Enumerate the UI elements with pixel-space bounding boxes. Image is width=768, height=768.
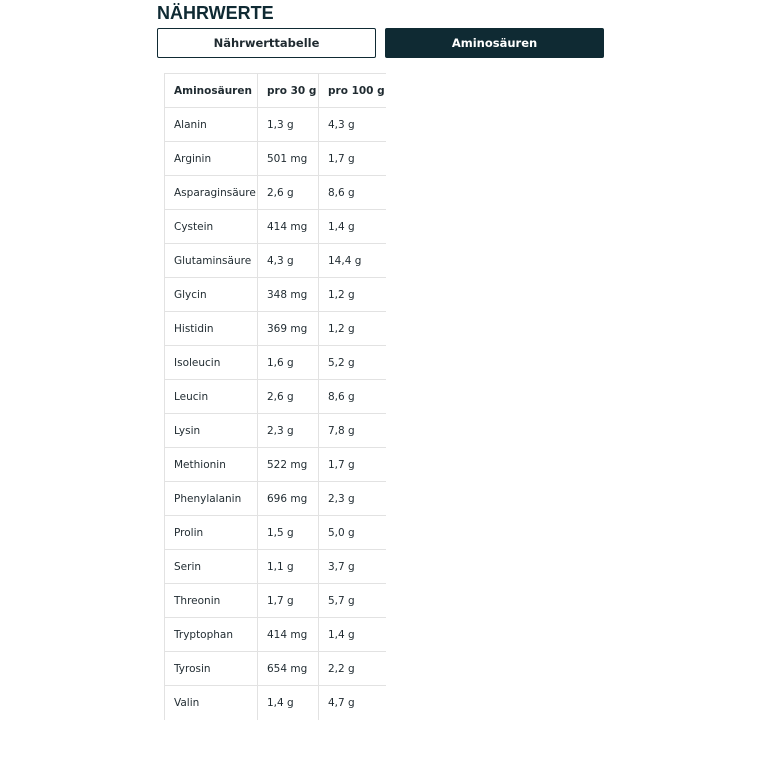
table-row: Tryptophan 414 mg 1,4 g [164,617,386,652]
table-row: Threonin 1,7 g 5,7 g [164,583,386,618]
table-cell: 5,0 g [318,515,386,550]
table-cell: 348 mg [257,277,319,312]
table-cell: Tyrosin [164,651,258,686]
table-cell: 1,4 g [318,617,386,652]
table-cell: 4,7 g [318,685,386,720]
table-cell: Alanin [164,107,258,142]
table-row: Glutaminsäure 4,3 g 14,4 g [164,243,386,278]
table-cell: Valin [164,685,258,720]
table-cell: Threonin [164,583,258,618]
table-cell: 3,7 g [318,549,386,584]
table-cell: 1,4 g [257,685,319,720]
table-cell: Glutaminsäure [164,243,258,278]
table-cell: Serin [164,549,258,584]
table-cell: 1,2 g [318,311,386,346]
table-row: Tyrosin 654 mg 2,2 g [164,651,386,686]
table-cell: Cystein [164,209,258,244]
table-cell: Tryptophan [164,617,258,652]
table-cell: 1,7 g [318,141,386,176]
table-cell: Lysin [164,413,258,448]
table-cell: 5,7 g [318,583,386,618]
table-cell: 2,3 g [318,481,386,516]
table-cell: 2,2 g [318,651,386,686]
column-header: pro 100 g [318,73,386,108]
table-row: Leucin 2,6 g 8,6 g [164,379,386,414]
table-cell: 4,3 g [318,107,386,142]
table-row: Arginin 501 mg 1,7 g [164,141,386,176]
table-row: Isoleucin 1,6 g 5,2 g [164,345,386,380]
table-cell: Histidin [164,311,258,346]
table-row: Methionin 522 mg 1,7 g [164,447,386,482]
table-row: Prolin 1,5 g 5,0 g [164,515,386,550]
table-cell: 1,7 g [318,447,386,482]
table-cell: Arginin [164,141,258,176]
table-row: Valin 1,4 g 4,7 g [164,685,386,720]
table-cell: 8,6 g [318,379,386,414]
table-cell: 7,8 g [318,413,386,448]
column-header: Aminosäuren [164,73,258,108]
table-cell: 14,4 g [318,243,386,278]
table-cell: 654 mg [257,651,319,686]
table-cell: 2,6 g [257,175,319,210]
table-row: Lysin 2,3 g 7,8 g [164,413,386,448]
table-cell: 1,5 g [257,515,319,550]
table-cell: Asparaginsäure [164,175,258,210]
table-row: Alanin 1,3 g 4,3 g [164,107,386,142]
table-row: Asparaginsäure 2,6 g 8,6 g [164,175,386,210]
table-cell: Isoleucin [164,345,258,380]
table-cell: 696 mg [257,481,319,516]
table-cell: Leucin [164,379,258,414]
table-cell: 8,6 g [318,175,386,210]
table-row: Histidin 369 mg 1,2 g [164,311,386,346]
table-cell: 1,4 g [318,209,386,244]
table-cell: 414 mg [257,209,319,244]
table-cell: Glycin [164,277,258,312]
table-cell: 501 mg [257,141,319,176]
table-cell: Methionin [164,447,258,482]
table-row: Cystein 414 mg 1,4 g [164,209,386,244]
table-cell: 414 mg [257,617,319,652]
table-cell: Prolin [164,515,258,550]
table-cell: Phenylalanin [164,481,258,516]
table-cell: 2,6 g [257,379,319,414]
tab-button[interactable]: Aminosäuren [385,28,604,58]
table-cell: 369 mg [257,311,319,346]
table-cell: 1,1 g [257,549,319,584]
table-row: Glycin 348 mg 1,2 g [164,277,386,312]
column-header: pro 30 g [257,73,319,108]
header-row: Aminosäuren pro 30 g pro 100 g [164,73,386,108]
table-cell: 5,2 g [318,345,386,380]
section-title: NÄHRWERTE [157,3,274,23]
table-cell: 4,3 g [257,243,319,278]
table-cell: 1,7 g [257,583,319,618]
table-row: Serin 1,1 g 3,7 g [164,549,386,584]
table-row: Phenylalanin 696 mg 2,3 g [164,481,386,516]
table-cell: 2,3 g [257,413,319,448]
table-cell: 1,6 g [257,345,319,380]
table-cell: 1,2 g [318,277,386,312]
table-cell: 1,3 g [257,107,319,142]
tab-button[interactable]: Nährwerttabelle [157,28,376,58]
table-cell: 522 mg [257,447,319,482]
